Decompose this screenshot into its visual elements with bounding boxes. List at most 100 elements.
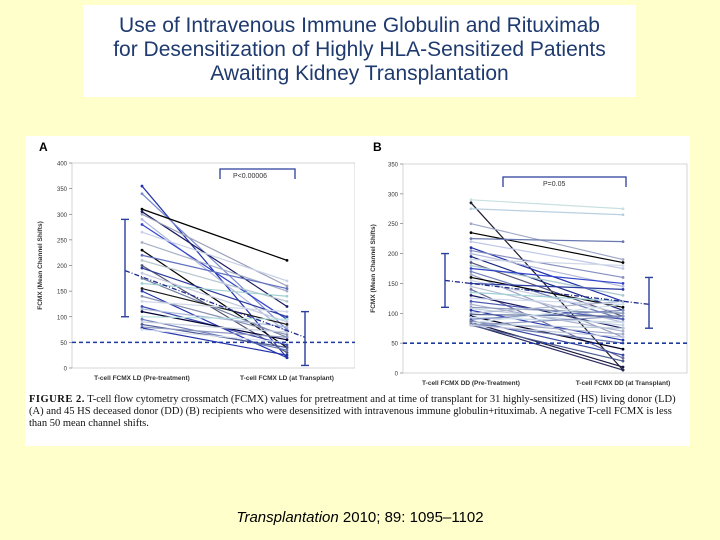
- data-point-pre: [469, 231, 473, 235]
- y-tick-label: 0: [64, 367, 68, 373]
- data-point-pre: [140, 192, 144, 196]
- data-point-pre: [140, 294, 144, 298]
- data-point-post: [621, 282, 625, 285]
- patient-series-line: [470, 267, 624, 285]
- data-point-post: [285, 317, 289, 321]
- data-point-pre: [469, 240, 473, 244]
- y-tick-label: 250: [57, 238, 68, 244]
- data-point-pre: [140, 305, 144, 308]
- data-point-pre: [140, 328, 144, 331]
- data-point-post: [285, 287, 289, 290]
- data-point-post: [621, 338, 625, 342]
- data-point-pre: [469, 323, 473, 327]
- patient-series-line: [470, 258, 624, 267]
- data-point-post: [285, 325, 289, 329]
- data-point-post: [285, 333, 289, 337]
- chart-panel-b: 0 50 100 150 200 250 300 350 FCMX (Mean Channel …: [370, 163, 688, 387]
- y-axis-label: FCMX (Mean Channel Shifts): [37, 221, 44, 309]
- caption-text: T-cell flow cytometry crossmatch (FCMX) …: [29, 394, 676, 429]
- figure-caption: FIGURE 2. T-cell flow cytometry crossmat…: [29, 394, 687, 430]
- patient-series-line: [141, 267, 288, 318]
- data-point-post: [285, 351, 289, 355]
- patient-series-line: [470, 208, 624, 216]
- data-point-post: [621, 317, 625, 321]
- patient-series-line: [141, 326, 288, 338]
- data-point-post: [621, 359, 625, 363]
- data-point-pre: [140, 266, 144, 270]
- data-point-pre: [469, 249, 473, 252]
- citation-journal: Transplantation: [236, 509, 339, 526]
- title-line-2: for Desensitization of Highly HLA-Sensit…: [113, 38, 606, 61]
- y-tick-label: 250: [388, 222, 399, 228]
- y-axis-label: FCMX (Mean Channel Shifts): [370, 224, 377, 312]
- patient-series-line: [141, 316, 288, 320]
- patient-series-line: [141, 318, 288, 351]
- patient-series-line: [470, 247, 624, 302]
- data-point-post: [621, 365, 625, 369]
- data-point-post: [621, 305, 625, 309]
- p-value-label: P<0.00006: [233, 173, 267, 180]
- data-point-post: [285, 279, 289, 283]
- patient-series-line: [470, 321, 624, 368]
- data-point-pre: [140, 299, 144, 303]
- p-value-bracket: [219, 168, 296, 179]
- data-point-pre: [140, 217, 144, 221]
- data-point-pre: [469, 258, 473, 261]
- patient-series-line: [470, 291, 624, 302]
- patient-series-line: [470, 199, 624, 210]
- data-point-post: [285, 289, 289, 293]
- data-point-post: [285, 343, 289, 347]
- data-point-post: [621, 308, 625, 312]
- patient-series-line: [470, 249, 624, 279]
- patient-series-line: [470, 323, 624, 329]
- data-point-post: [621, 264, 625, 267]
- patient-series-line: [470, 303, 624, 324]
- patient-series-line: [141, 211, 288, 308]
- data-point-pre: [469, 198, 473, 202]
- mean-trend-line: [124, 270, 306, 338]
- data-point-pre: [469, 282, 473, 285]
- data-point-pre: [140, 320, 144, 324]
- data-point-pre: [469, 207, 473, 211]
- data-point-post: [621, 356, 625, 360]
- patient-series-line: [470, 300, 624, 314]
- data-point-pre: [469, 201, 473, 205]
- patient-series-line: [141, 328, 288, 343]
- patient-series-line: [141, 231, 288, 282]
- data-point-pre: [469, 267, 473, 270]
- data-point-pre: [469, 288, 473, 291]
- y-tick-label: 150: [388, 282, 399, 288]
- data-point-post: [285, 335, 289, 339]
- data-point-pre: [140, 276, 144, 280]
- data-point-post: [621, 261, 625, 264]
- patient-series-line: [470, 324, 624, 338]
- data-point-post: [621, 332, 625, 336]
- y-tick-label: 50: [60, 341, 67, 347]
- data-point-pre: [469, 285, 473, 288]
- patient-series-line: [141, 254, 288, 290]
- y-tick-label: 0: [395, 372, 399, 378]
- data-point-pre: [469, 237, 473, 241]
- y-tick-label: 200: [388, 252, 399, 258]
- data-point-pre: [140, 248, 144, 252]
- data-point-post: [621, 213, 625, 217]
- data-point-pre: [140, 282, 144, 285]
- data-point-post: [285, 346, 289, 349]
- data-point-post: [621, 258, 625, 261]
- data-point-pre: [140, 212, 144, 216]
- figure-2: A B 0 50 100 150 200 250 300 350 400 FCMX (Mean C…: [25, 136, 690, 446]
- data-point-post: [621, 353, 625, 357]
- data-point-post: [285, 356, 289, 360]
- data-point-pre: [140, 230, 144, 234]
- patient-series-line: [141, 208, 288, 261]
- data-point-post: [621, 288, 625, 291]
- data-point-pre: [140, 210, 144, 214]
- patient-series-line: [141, 321, 288, 333]
- data-point-pre: [469, 302, 473, 306]
- p-value-bracket: [502, 176, 627, 187]
- data-point-pre: [140, 184, 144, 188]
- patient-series-line: [470, 309, 624, 320]
- data-point-pre: [469, 290, 473, 294]
- data-point-post: [621, 299, 625, 303]
- data-point-pre: [140, 315, 144, 319]
